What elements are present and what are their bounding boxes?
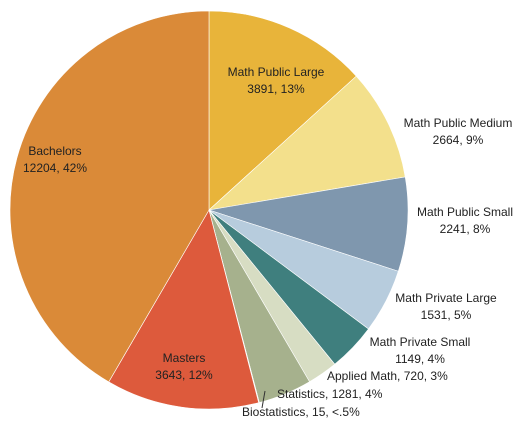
label-separator: , — [397, 369, 404, 383]
slice-label-value: 2241, 8% — [440, 222, 491, 236]
slice-label-value: 720, 3% — [404, 369, 448, 383]
slice-label-name: Math Public Small — [417, 205, 513, 219]
leader-line-biostatistics — [261, 390, 266, 409]
slice-label-value: 2664, 9% — [433, 133, 484, 147]
slice-label-name: Math Private Small — [370, 335, 471, 349]
slice-label-value: 3643, 12% — [155, 368, 213, 382]
slice-label-math-public-large: Math Public Large 3891, 13% — [228, 65, 325, 96]
slice-label-applied-math: Applied Math, 720, 3% — [327, 369, 448, 383]
slice-label-math-private-large: Math Private Large 1531, 5% — [395, 291, 497, 322]
label-separator: , — [325, 387, 332, 401]
slice-label-name: Statistics — [277, 387, 325, 401]
slice-label-masters: Masters 3643, 12% — [155, 351, 213, 382]
pie-slice-masters — [108, 209, 260, 410]
pie-slice-math-public-large — [208, 10, 357, 211]
slice-label-value: 1149, 4% — [395, 352, 445, 366]
slice-label-value: 1281, 4% — [332, 387, 383, 401]
pie-slices — [9, 10, 409, 410]
slice-label-biostatistics: Biostatistics, 15, <.5% — [242, 405, 360, 419]
slice-label-name: Math Private Large — [395, 291, 497, 305]
slice-label-name: Masters — [163, 351, 206, 365]
slice-label-name: Bachelors — [28, 144, 81, 158]
slice-label-value: 3891, 13% — [247, 82, 305, 96]
slice-label-name: Math Public Medium — [404, 116, 513, 130]
slice-label-name: Biostatistics — [242, 405, 305, 419]
slice-label-math-private-small: Math Private Small 1149, 4% — [370, 335, 471, 366]
slice-label-value: 1531, 5% — [421, 308, 472, 322]
slice-label-name: Math Public Large — [228, 65, 325, 79]
slice-label-statistics: Statistics, 1281, 4% — [277, 387, 383, 401]
slice-label-bachelors: Bachelors 12204, 42% — [23, 144, 87, 175]
slice-label-math-public-medium: Math Public Medium 2664, 9% — [404, 116, 513, 147]
label-separator: , — [305, 405, 312, 419]
slice-label-name: Applied Math — [327, 369, 397, 383]
pie-slice-math-public-medium — [208, 75, 406, 211]
pie-slice-bachelors — [9, 10, 210, 383]
pie-slice-math-public-small — [208, 176, 409, 272]
slice-label-value: 12204, 42% — [23, 161, 87, 175]
slice-label-math-public-small: Math Public Small 2241, 8% — [417, 205, 513, 236]
slice-label-value: 15, <.5% — [312, 405, 360, 419]
